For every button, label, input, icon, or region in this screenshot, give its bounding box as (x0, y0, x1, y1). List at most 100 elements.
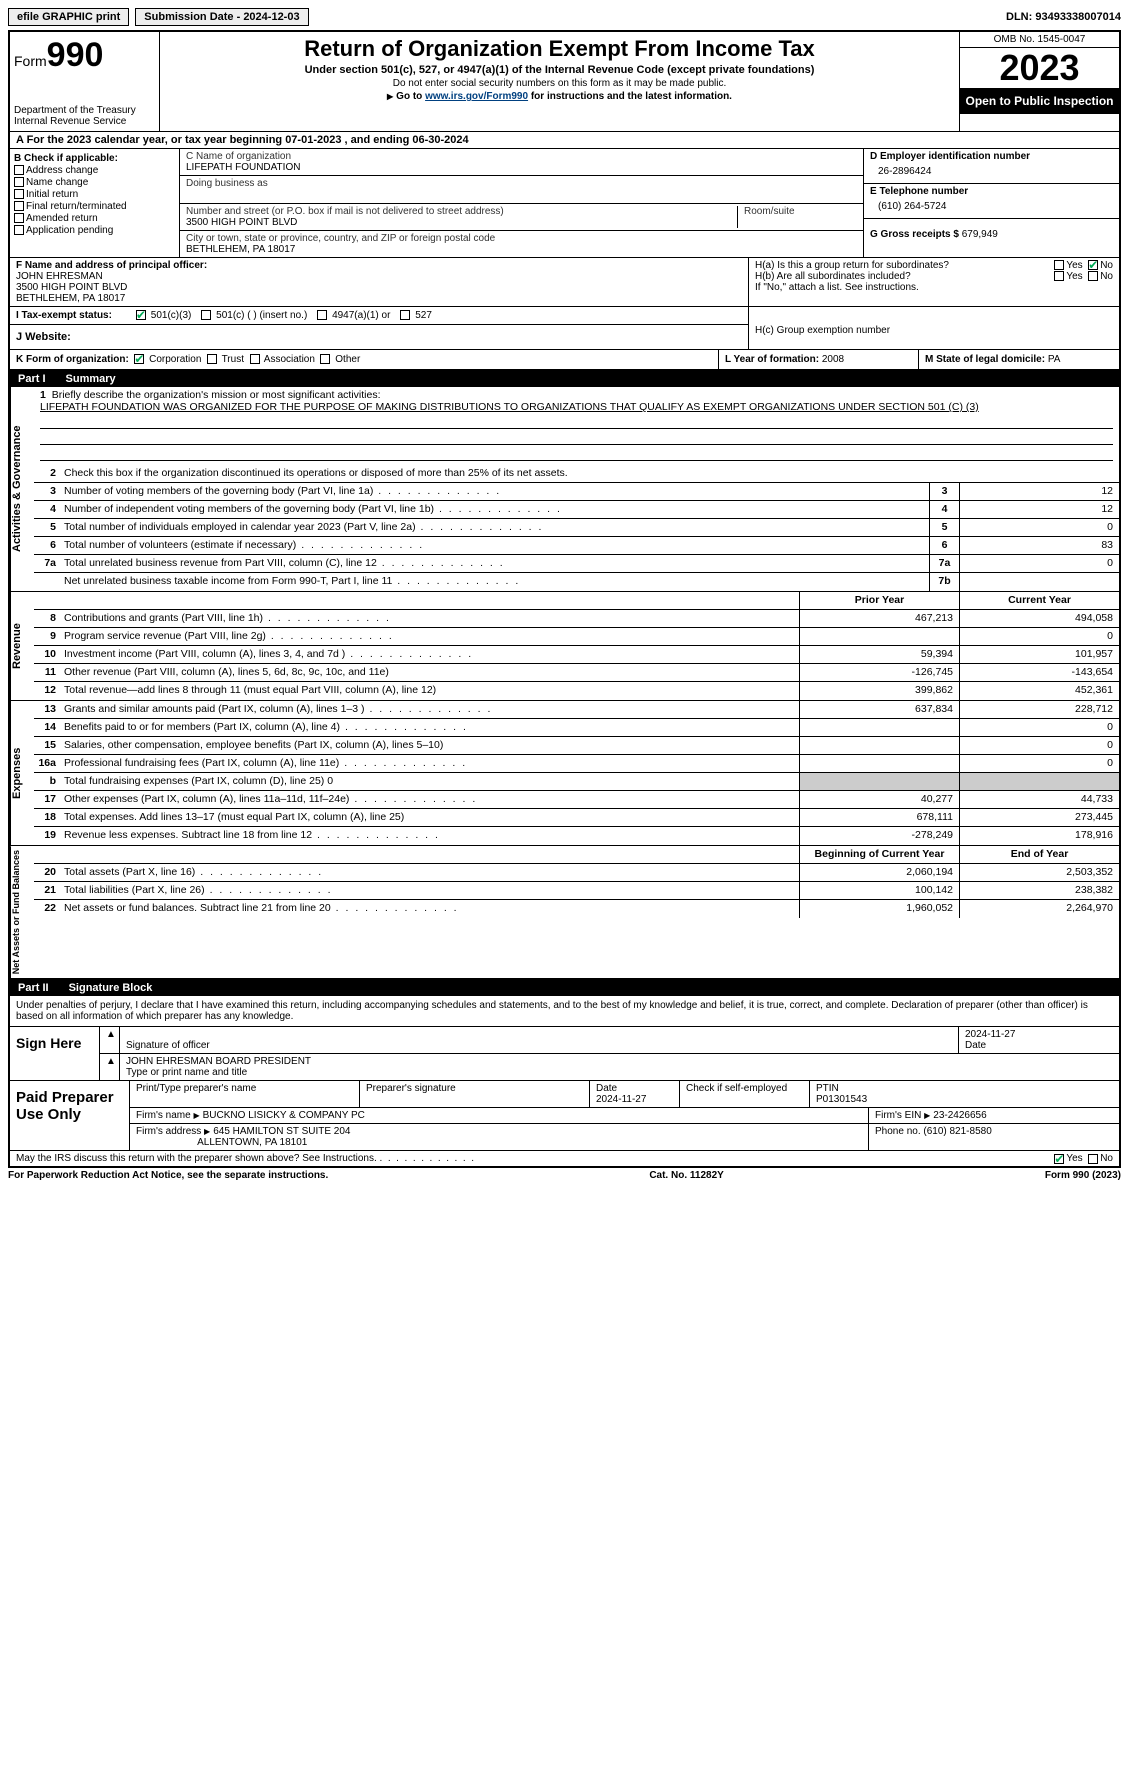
begin-year-hdr: Beginning of Current Year (799, 846, 959, 863)
rev-section: Revenue Prior YearCurrent Year 8Contribu… (10, 592, 1119, 701)
firm-addr2: ALLENTOWN, PA 18101 (197, 1137, 307, 1148)
discuss-question: May the IRS discuss this return with the… (16, 1153, 377, 1164)
gross-label: G Gross receipts $ (870, 229, 962, 240)
v4: 12 (959, 501, 1119, 518)
chk-trust[interactable] (207, 354, 217, 364)
c8: 494,058 (959, 610, 1119, 627)
part1-title: Summary (66, 373, 116, 385)
website-label: J Website: (16, 331, 71, 343)
line17: Other expenses (Part IX, column (A), lin… (60, 791, 799, 808)
c16a: 0 (959, 755, 1119, 772)
part2-title: Signature Block (69, 982, 153, 994)
officer-name-title: JOHN EHRESMAN BOARD PRESIDENT (126, 1056, 311, 1067)
efile-print-button[interactable]: efile GRAPHIC print (8, 8, 129, 26)
city-label: City or town, state or province, country… (186, 233, 857, 244)
irs-link[interactable]: www.irs.gov/Form990 (425, 91, 528, 102)
line21: Total liabilities (Part X, line 26) (60, 882, 799, 899)
e21: 238,382 (959, 882, 1119, 899)
chk-527[interactable] (400, 310, 410, 320)
chk-final-return[interactable] (14, 201, 24, 211)
p18: 678,111 (799, 809, 959, 826)
b21: 100,142 (799, 882, 959, 899)
b22: 1,960,052 (799, 900, 959, 918)
hb-yes[interactable] (1054, 271, 1064, 281)
end-year-hdr: End of Year (959, 846, 1119, 863)
mission-text: LIFEPATH FOUNDATION WAS ORGANIZED FOR TH… (40, 401, 979, 413)
hb-no[interactable] (1088, 271, 1098, 281)
discuss-no[interactable] (1088, 1154, 1098, 1164)
col-f: F Name and address of principal officer:… (10, 258, 749, 306)
submission-date-button[interactable]: Submission Date - 2024-12-03 (135, 8, 308, 26)
dba-label: Doing business as (186, 178, 857, 189)
gov-tab: Activities & Governance (10, 387, 34, 591)
c14: 0 (959, 719, 1119, 736)
hc-row: H(c) Group exemption number (749, 307, 1119, 349)
officer-addr2: BETHLEHEM, PA 18017 (16, 293, 125, 304)
line20: Total assets (Part X, line 16) (60, 864, 799, 881)
row-ij: I Tax-exempt status: 501(c)(3) 501(c) ( … (10, 307, 1119, 350)
form-word: Form (14, 53, 47, 69)
col-b: B Check if applicable: Address change Na… (10, 149, 180, 257)
org-name: LIFEPATH FOUNDATION (186, 162, 857, 173)
tel-label: E Telephone number (870, 186, 1113, 197)
section-fgh: F Name and address of principal officer:… (10, 258, 1119, 307)
firm-addr1: 645 HAMILTON ST SUITE 204 (213, 1126, 350, 1137)
room-label: Room/suite (744, 206, 857, 217)
line2: Check this box if the organization disco… (60, 465, 1119, 482)
chk-corp[interactable] (134, 354, 144, 364)
c11: -143,654 (959, 664, 1119, 681)
p8: 467,213 (799, 610, 959, 627)
line22: Net assets or fund balances. Subtract li… (60, 900, 799, 918)
rev-tab: Revenue (10, 592, 34, 700)
b20: 2,060,194 (799, 864, 959, 881)
p16a (799, 755, 959, 772)
ha-label: H(a) Is this a group return for subordin… (755, 260, 949, 271)
paperwork-note: For Paperwork Reduction Act Notice, see … (8, 1170, 328, 1181)
top-bar: efile GRAPHIC print Submission Date - 20… (8, 8, 1121, 26)
line14: Benefits paid to or for members (Part IX… (60, 719, 799, 736)
ein-value: 26-2896424 (870, 162, 1113, 181)
chk-amended[interactable] (14, 213, 24, 223)
chk-name-change[interactable] (14, 177, 24, 187)
gross-value: 679,949 (962, 229, 998, 240)
hc-label: H(c) Group exemption number (755, 309, 1113, 336)
dln-label: DLN: 93493338007014 (1006, 11, 1121, 23)
state-domicile: PA (1048, 354, 1061, 365)
form-org-label: K Form of organization: (16, 354, 129, 365)
page-footer: For Paperwork Reduction Act Notice, see … (8, 1168, 1121, 1183)
row-klm: K Form of organization: Corporation Trus… (10, 350, 1119, 371)
gov-section: Activities & Governance 1 Briefly descri… (10, 387, 1119, 592)
p14 (799, 719, 959, 736)
part2-num: Part II (18, 982, 49, 994)
mission-block: 1 Briefly describe the organization's mi… (34, 387, 1119, 465)
preparer-label: Paid Preparer Use Only (10, 1081, 130, 1150)
chk-501c3[interactable] (136, 310, 146, 320)
chk-501c[interactable] (201, 310, 211, 320)
chk-initial-return[interactable] (14, 189, 24, 199)
ha-yes[interactable] (1054, 260, 1064, 270)
discuss-yes[interactable] (1054, 1154, 1064, 1164)
line4: Number of independent voting members of … (60, 501, 929, 518)
chk-other[interactable] (320, 354, 330, 364)
firm-ein: 23-2426656 (933, 1110, 986, 1121)
sig-officer-label: Signature of officer (126, 1040, 210, 1051)
chk-assoc[interactable] (250, 354, 260, 364)
chk-4947[interactable] (317, 310, 327, 320)
chk-address-change[interactable] (14, 165, 24, 175)
c17: 44,733 (959, 791, 1119, 808)
v6: 83 (959, 537, 1119, 554)
line15: Salaries, other compensation, employee b… (60, 737, 799, 754)
city-state-zip: BETHLEHEM, PA 18017 (186, 244, 857, 255)
preparer-block: Paid Preparer Use Only Print/Type prepar… (10, 1081, 1119, 1151)
ssn-note: Do not enter social security numbers on … (168, 78, 951, 89)
ha-no[interactable] (1088, 260, 1098, 270)
line10: Investment income (Part VIII, column (A)… (60, 646, 799, 663)
col-c: C Name of organization LIFEPATH FOUNDATI… (180, 149, 864, 257)
c12: 452,361 (959, 682, 1119, 700)
chk-app-pending[interactable] (14, 225, 24, 235)
p17: 40,277 (799, 791, 959, 808)
form-number: 990 (47, 36, 104, 74)
line6: Total number of volunteers (estimate if … (60, 537, 929, 554)
firm-phone: (610) 821-8580 (923, 1126, 991, 1137)
year-formation-label: L Year of formation: (725, 354, 822, 365)
